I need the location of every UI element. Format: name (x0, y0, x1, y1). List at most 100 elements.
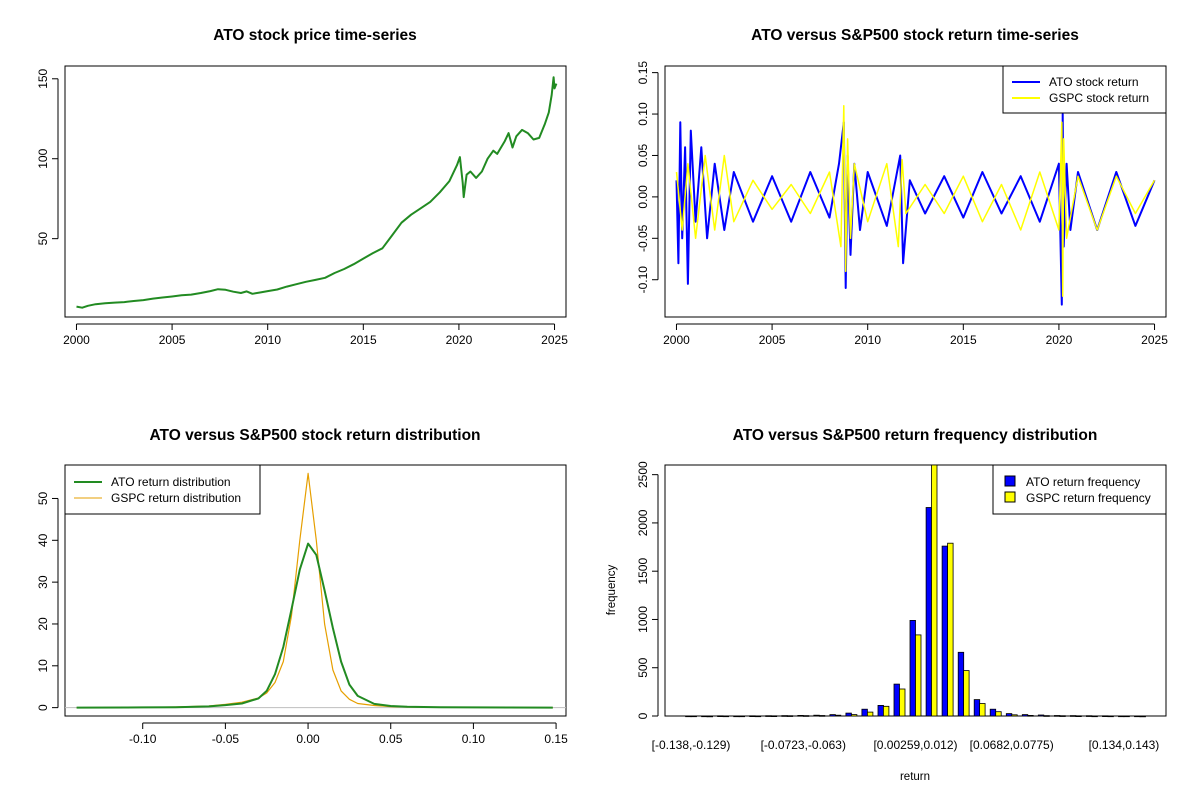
ato-bar (1118, 715, 1125, 718)
gspc-bar (963, 670, 970, 717)
gspc-bar (867, 711, 874, 717)
ato-bar (893, 683, 900, 717)
ato-bar (877, 705, 884, 717)
x-tick-label: -0.10 (129, 732, 157, 746)
gspc-bar (883, 705, 890, 717)
gspc-bar (834, 714, 842, 717)
x-tick-label: 0.10 (462, 732, 486, 746)
gspc-bar (738, 715, 745, 718)
ato-bar (781, 715, 788, 717)
x-tick-label: 2025 (541, 333, 568, 347)
gspc-bar (931, 464, 938, 717)
x-tick-label: 2005 (759, 333, 786, 347)
y-axis-label: frequency (606, 565, 618, 616)
ato-bar (1054, 715, 1061, 717)
price-line (76, 76, 558, 309)
y-tick-label: 1000 (636, 606, 650, 633)
panel-density: ATO versus S&P500 stock return distribut… (36, 427, 568, 746)
y-tick-label: 150 (36, 68, 50, 88)
panel-returns: ATO versus S&P500 stock return time-seri… (636, 27, 1168, 347)
y-tick-label: 20 (36, 617, 50, 631)
x-category-label: [0.00259,0.012) (873, 738, 957, 752)
x-category-label: [0.134,0.143) (1089, 738, 1160, 752)
ato-bar (1086, 715, 1093, 717)
price-line-group (76, 76, 558, 309)
y-tick-label: 10 (36, 659, 50, 673)
ato-bar (909, 620, 916, 717)
panel-price: ATO stock price time-series 2000 2005 2010… (36, 27, 568, 347)
x-tick-label: 2010 (854, 333, 881, 347)
y-tick-label: 50 (36, 232, 50, 246)
y-tick-label: 1500 (636, 558, 650, 585)
bars-group (685, 464, 1146, 718)
gspc-bar (1075, 715, 1082, 717)
ato-bar (1070, 715, 1077, 717)
legend-label-ato: ATO return frequency (1026, 475, 1140, 489)
legend-label-ato: ATO return distribution (111, 475, 231, 489)
x-tick-label: 2005 (159, 333, 186, 347)
ato-bar (941, 545, 948, 717)
x-tick-label: 2000 (663, 333, 690, 347)
ato-density-line (76, 542, 553, 709)
y-tick-label: 30 (36, 575, 50, 589)
ato-bar (685, 715, 692, 718)
legend-swatch-gspc (1004, 491, 1016, 503)
gspc-bar (1059, 715, 1066, 717)
axes: 0 500 1000 1500 2000 2500 [-0.138,-0.129) [-0.0… (636, 461, 1159, 752)
chart-title: ATO stock price time-series (213, 27, 417, 44)
ato-bar (813, 714, 820, 717)
chart-title: ATO versus S&P500 stock return distribut… (149, 427, 480, 444)
gspc-bar (1091, 715, 1098, 718)
axes: 2000 2005 2010 2015 2020 2025 -0.10 -0.05 0.00 0.… (636, 61, 1168, 347)
x-tick-label: 2010 (254, 333, 281, 347)
ato-bar (1037, 714, 1045, 717)
x-tick-label: 0.00 (296, 732, 320, 746)
gspc-bar (690, 715, 697, 718)
ato-bar (717, 715, 724, 717)
ato-bar (701, 715, 708, 718)
gspc-bar (1139, 715, 1146, 718)
y-tick-label: 0.10 (636, 102, 650, 126)
gspc-bar (1011, 714, 1018, 717)
legend-label-gspc: GSPC return distribution (111, 491, 241, 505)
x-axis-label: return (900, 771, 930, 783)
ato-bar (765, 715, 772, 717)
y-tick-label: -0.05 (636, 224, 650, 252)
x-category-label: [0.0682,0.0775) (970, 738, 1054, 752)
legend-box (64, 464, 261, 515)
gspc-bar (1043, 715, 1050, 717)
ato-bar (845, 712, 852, 717)
legend-label-gspc: GSPC return frequency (1026, 491, 1151, 505)
ato-return-line (675, 113, 1156, 306)
panel-frequency: ATO versus S&P500 return frequency distr… (606, 427, 1167, 783)
x-tick-label: 2015 (950, 333, 977, 347)
gspc-bar (947, 542, 954, 717)
ato-bar (925, 507, 932, 717)
legend-box (992, 464, 1167, 515)
x-tick-label: 0.15 (544, 732, 568, 746)
gspc-bar (851, 714, 858, 717)
y-tick-label: 40 (36, 533, 50, 547)
y-tick-label: -0.10 (636, 266, 650, 294)
gspc-bar (802, 715, 810, 717)
legend-box (1002, 65, 1167, 114)
plot-frame (664, 65, 1167, 318)
ato-bar (989, 708, 997, 717)
y-tick-label: 2000 (636, 509, 650, 536)
legend: ATO return frequency GSPC return frequen… (992, 464, 1167, 515)
y-tick-label: 0 (36, 704, 50, 711)
y-tick-label: 0.15 (636, 61, 650, 85)
gspc-bar (754, 715, 762, 718)
gspc-return-line (675, 105, 1156, 298)
axes: -0.10 -0.05 0.00 0.05 0.10 0.15 0 10 20 30 40 50 (36, 491, 568, 746)
x-category-label: [-0.0723,-0.063) (761, 738, 846, 752)
plot-frame (64, 65, 567, 318)
y-tick-label: 0 (636, 712, 650, 719)
gspc-bar (818, 715, 826, 717)
y-tick-label: 0.05 (636, 143, 650, 167)
ato-bar (829, 714, 836, 717)
gspc-bar (1107, 715, 1114, 718)
x-category-label: [-0.138,-0.129) (652, 738, 731, 752)
legend: ATO return distribution GSPC return dist… (64, 464, 261, 515)
